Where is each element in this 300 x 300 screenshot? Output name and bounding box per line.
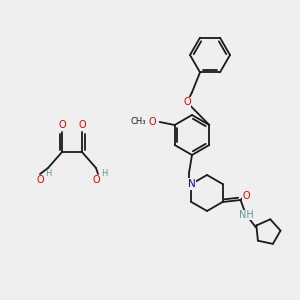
Text: NH: NH: [239, 210, 254, 220]
Text: CH₃: CH₃: [131, 118, 146, 127]
Text: O: O: [92, 175, 100, 185]
Text: O: O: [149, 117, 157, 127]
Text: O: O: [183, 97, 191, 107]
Text: H: H: [45, 169, 51, 178]
Text: O: O: [58, 120, 66, 130]
Text: H: H: [101, 169, 107, 178]
Text: O: O: [78, 120, 86, 130]
Text: O: O: [36, 175, 44, 185]
Text: N: N: [188, 179, 195, 189]
Text: O: O: [243, 191, 250, 201]
